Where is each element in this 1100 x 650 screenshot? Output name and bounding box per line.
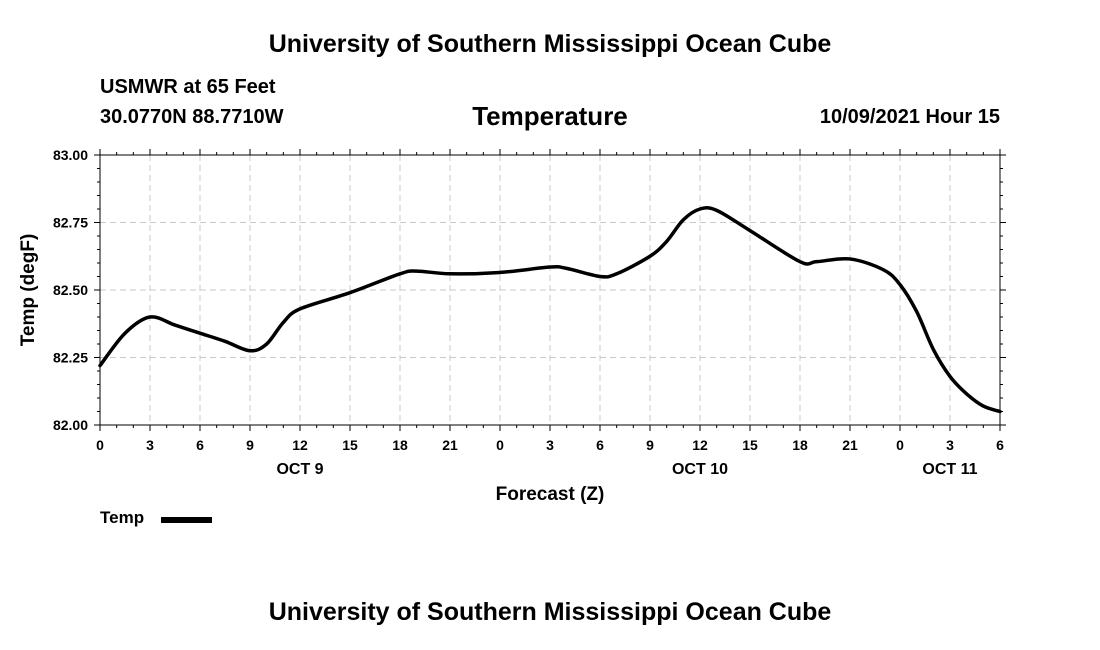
x-tick-label: 0 xyxy=(496,437,504,453)
y-tick-label: 82.00 xyxy=(53,417,88,433)
x-tick-label: 18 xyxy=(392,437,408,453)
date-label: OCT 11 xyxy=(922,461,977,478)
y-tick-label: 83.00 xyxy=(53,147,88,163)
x-tick-label: 15 xyxy=(742,437,758,453)
y-tick-label: 82.25 xyxy=(53,350,88,366)
x-tick-label: 9 xyxy=(646,437,654,453)
date-labels: OCT 9 OCT 10 OCT 11 xyxy=(276,461,977,478)
footer-title: University of Southern Mississippi Ocean… xyxy=(268,598,832,626)
plot-frame xyxy=(99,154,1001,426)
series-line-temp xyxy=(98,205,1002,414)
y-tick-label: 82.50 xyxy=(53,282,88,298)
x-tick-label: 15 xyxy=(342,437,358,453)
x-tick-label: 21 xyxy=(842,437,858,453)
x-tick-label: 3 xyxy=(546,437,554,453)
x-tick-label: 6 xyxy=(996,437,1004,453)
x-tick-label: 3 xyxy=(946,437,954,453)
chart-title: Temperature xyxy=(472,101,628,131)
legend-swatch xyxy=(161,517,212,523)
x-tick-label: 12 xyxy=(692,437,708,453)
legend-label: Temp xyxy=(100,508,145,527)
x-tick-label: 21 xyxy=(442,437,458,453)
x-tick-label: 6 xyxy=(596,437,604,453)
x-tick-label: 6 xyxy=(196,437,204,453)
x-tick-label: 12 xyxy=(292,437,308,453)
x-tick-label: 18 xyxy=(792,437,808,453)
date-label: OCT 10 xyxy=(672,461,728,478)
x-tick-label: 9 xyxy=(246,437,254,453)
x-axis-label: Forecast (Z) xyxy=(496,484,605,505)
datetime-label: 10/09/2021 Hour 15 xyxy=(819,106,1000,128)
y-tick-labels: 82.00 82.25 82.50 82.75 83.00 xyxy=(53,147,88,433)
x-tick-label: 3 xyxy=(146,437,154,453)
y-axis-label: Temp (degF) xyxy=(18,234,39,347)
grid xyxy=(100,155,1000,425)
page-title: University of Southern Mississippi Ocean… xyxy=(268,30,832,58)
x-tick-label: 0 xyxy=(896,437,904,453)
x-tick-label: 0 xyxy=(96,437,104,453)
x-tick-labels: 0 3 6 9 12 15 18 21 0 3 6 9 12 15 18 21 0 3 6 xyxy=(96,437,1004,453)
y-tick-label: 82.75 xyxy=(53,215,88,231)
date-label: OCT 9 xyxy=(276,461,323,478)
station-label: USMWR at 65 Feet xyxy=(100,76,276,98)
coordinates-label: 30.0770N 88.7710W xyxy=(100,106,284,128)
